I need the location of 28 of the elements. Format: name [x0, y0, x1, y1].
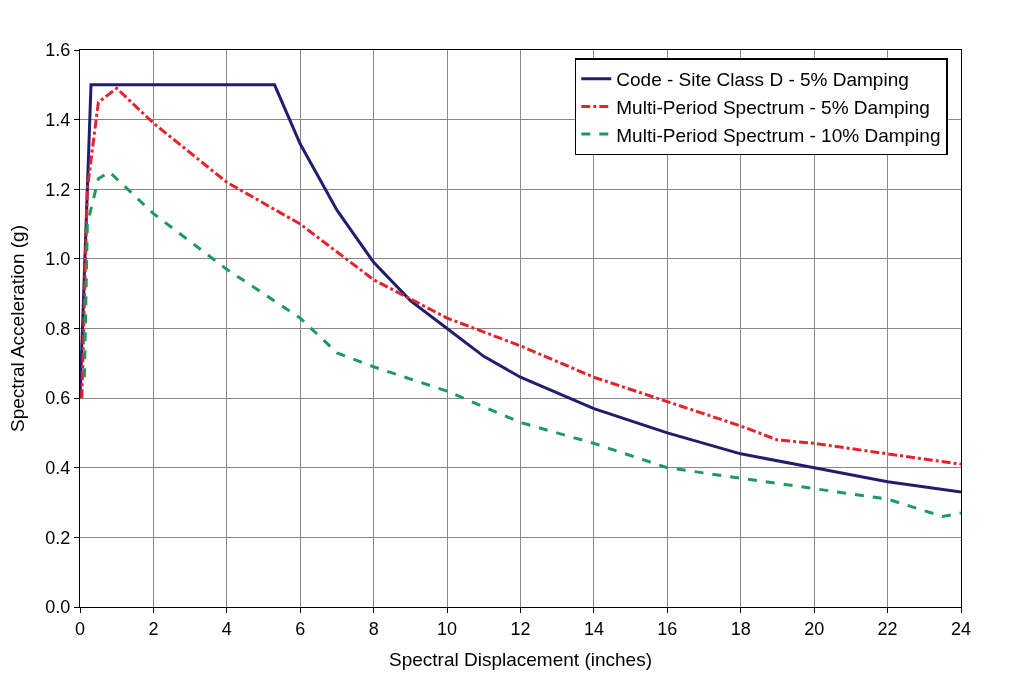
x-tick-label: 18	[730, 618, 751, 639]
x-tick-label: 8	[368, 618, 379, 639]
y-tick-label: 0.4	[45, 458, 71, 479]
y-axis-title: Spectral Acceleration (g)	[7, 225, 29, 432]
x-tick-label: 4	[221, 618, 232, 639]
x-tick-label: 2	[148, 618, 159, 639]
x-axis-title: Spectral Displacement (inches)	[389, 649, 652, 671]
x-tick-label: 6	[295, 618, 306, 639]
line-series	[82, 170, 961, 518]
legend-label: Multi-Period Spectrum - 10% Damping	[616, 124, 941, 146]
x-tick-label: 16	[657, 618, 678, 639]
y-tick-label: 1.4	[45, 109, 71, 130]
y-tick-label: 0.0	[45, 597, 71, 618]
x-tick-label: 12	[510, 618, 531, 639]
y-tick-label: 1.0	[45, 249, 71, 270]
x-tick-label: 0	[74, 618, 86, 639]
y-tick-label: 0.6	[45, 388, 71, 409]
x-tick-label: 24	[950, 618, 972, 639]
x-tick-label: 10	[437, 618, 458, 639]
x-tick-label: 22	[877, 618, 898, 639]
x-tick-label: 14	[583, 618, 604, 639]
legend-label: Code - Site Class D - 5% Damping	[616, 69, 909, 91]
y-tick-label: 0.2	[45, 527, 71, 548]
y-tick-label: 0.8	[45, 318, 71, 339]
y-tick-label: 1.2	[45, 179, 71, 200]
x-tick-label: 20	[804, 618, 825, 639]
legend-label: Multi-Period Spectrum - 5% Damping	[616, 96, 930, 118]
y-tick-label: 1.6	[45, 40, 71, 61]
